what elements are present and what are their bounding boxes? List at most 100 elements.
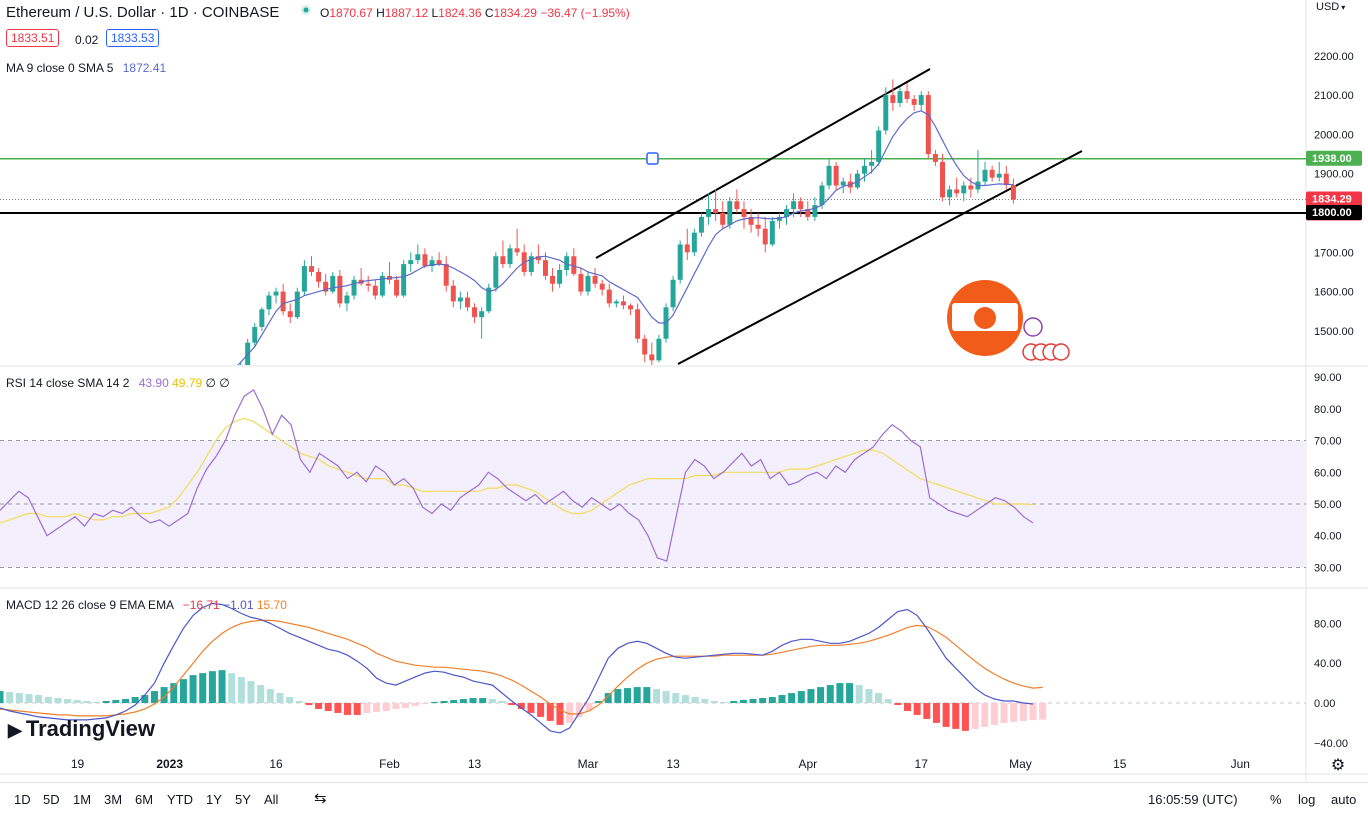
- ma-legend[interactable]: MA 9 close 0 SMA 5 1872.41: [6, 61, 167, 75]
- range-1m[interactable]: 1M: [73, 792, 92, 807]
- macd-histogram-bar: [54, 698, 62, 703]
- macd-histogram-bar: [295, 701, 303, 703]
- macd-tick-label: 40.00: [1314, 658, 1342, 670]
- macd-histogram-bar: [807, 689, 815, 703]
- macd-histogram-bar: [421, 703, 429, 704]
- candle-body: [337, 275, 343, 304]
- macd-histogram-bar: [286, 697, 294, 703]
- macd-histogram-bar: [1000, 703, 1008, 723]
- ohlc-readout: O1870.67 H1887.12 L1824.36 C1834.29 −36.…: [320, 6, 630, 20]
- macd-histogram-bar: [450, 700, 458, 703]
- candle-body: [578, 273, 584, 292]
- candle-body: [472, 307, 478, 318]
- candle-body: [379, 275, 385, 296]
- rsi-legend[interactable]: RSI 14 close SMA 14 2 43.90 49.79 ∅ ∅: [6, 376, 230, 390]
- candle-body: [911, 99, 917, 105]
- time-tick-label: 2023: [156, 757, 183, 771]
- candle-body: [776, 216, 782, 221]
- macd-histogram-bar: [710, 701, 718, 703]
- macd-histogram-bar: [411, 703, 419, 706]
- candle-body: [273, 291, 279, 296]
- candle-body: [585, 275, 591, 292]
- symbol-title[interactable]: Ethereum / U.S. Dollar · 1D · COINBASE: [6, 4, 279, 21]
- macd-histogram-bar: [971, 703, 979, 729]
- macd-histogram-bar: [884, 699, 892, 703]
- macd-histogram-bar: [179, 679, 187, 703]
- macd-histogram-bar: [672, 693, 680, 703]
- candle-body: [642, 338, 648, 355]
- time-tick-label: Apr: [798, 757, 817, 771]
- ma9-line: [237, 110, 1014, 365]
- macd-legend[interactable]: MACD 12 26 close 9 EMA EMA −16.71 −1.01 …: [6, 598, 287, 612]
- macd-line: [0, 602, 1034, 734]
- candle-body: [599, 283, 605, 290]
- range-3m[interactable]: 3M: [104, 792, 123, 807]
- range-6m[interactable]: 6M: [135, 792, 154, 807]
- candle-body: [684, 244, 690, 253]
- candle-body: [748, 216, 754, 225]
- macd-histogram-bar: [778, 695, 786, 703]
- log-toggle[interactable]: log: [1298, 792, 1316, 807]
- currency-selector[interactable]: USD ▾: [1316, 1, 1346, 13]
- candle-body: [259, 309, 265, 327]
- candle-body: [812, 205, 818, 217]
- gear-icon[interactable]: ⚙: [1331, 755, 1345, 774]
- macd-tick-label: −40.00: [1314, 738, 1348, 750]
- range-ytd[interactable]: YTD: [167, 792, 193, 807]
- percent-toggle[interactable]: %: [1270, 792, 1282, 807]
- macd-histogram-bar: [199, 673, 207, 703]
- macd-histogram-bar: [401, 703, 409, 708]
- macd-histogram-bar: [228, 673, 236, 703]
- macd-histogram-bar: [788, 693, 796, 703]
- range-5d[interactable]: 5D: [43, 792, 60, 807]
- auto-toggle[interactable]: auto: [1331, 792, 1357, 807]
- price-tick-label: 2000.00: [1314, 129, 1354, 141]
- tv-logo-icon: ▶: [8, 720, 22, 740]
- macd-histogram-bar: [913, 703, 921, 715]
- macd-histogram-bar: [981, 703, 989, 727]
- price-tick-label: 1700.00: [1314, 247, 1354, 259]
- time-tick-label: Feb: [379, 757, 400, 771]
- range-all[interactable]: All: [264, 792, 279, 807]
- macd-histogram-bar: [1019, 703, 1027, 721]
- candle-body: [308, 266, 314, 272]
- candle-body: [464, 297, 470, 308]
- candle-body: [479, 311, 485, 318]
- macd-histogram-bar: [392, 703, 400, 709]
- range-1y[interactable]: 1Y: [206, 792, 222, 807]
- macd-histogram-bar: [633, 687, 641, 703]
- flag-icon: [1052, 343, 1070, 361]
- time-tick-label: 13: [666, 757, 680, 771]
- macd-histogram-bar: [556, 703, 564, 725]
- candle-body: [918, 95, 924, 105]
- macd-histogram-bar: [440, 701, 448, 703]
- macd-histogram-bar: [652, 689, 660, 703]
- tradingview-logo[interactable]: ▶ TradingView: [8, 716, 156, 741]
- candle-body: [713, 209, 719, 213]
- time-tick-label: Jun: [1231, 757, 1250, 771]
- date-range-icon[interactable]: ⇆: [314, 790, 327, 807]
- candle-body: [571, 256, 577, 274]
- macd-histogram-bar: [759, 698, 767, 703]
- candle-body: [401, 264, 407, 296]
- range-1d[interactable]: 1D: [14, 792, 31, 807]
- candle-body: [443, 264, 449, 286]
- macd-histogram-bar: [131, 697, 139, 703]
- rsi-tick-label: 90.00: [1314, 372, 1342, 384]
- candle-body: [982, 169, 988, 182]
- buy-button[interactable]: 1833.53: [106, 29, 160, 47]
- level-1800-label-bg: [1306, 205, 1362, 220]
- macd-histogram-bar: [681, 695, 689, 703]
- candle-body: [925, 95, 931, 155]
- coin-logo-center: [974, 307, 996, 329]
- clock-readout[interactable]: 16:05:59 (UTC): [1148, 792, 1238, 807]
- candle-body: [1003, 173, 1009, 186]
- candle-body: [422, 254, 428, 267]
- macd-histogram-bar: [353, 703, 361, 715]
- macd-histogram-bar: [1029, 703, 1037, 720]
- range-5y[interactable]: 5Y: [235, 792, 251, 807]
- candle-body: [266, 295, 272, 310]
- candle-body: [301, 266, 307, 292]
- sell-button[interactable]: 1833.51: [6, 29, 60, 47]
